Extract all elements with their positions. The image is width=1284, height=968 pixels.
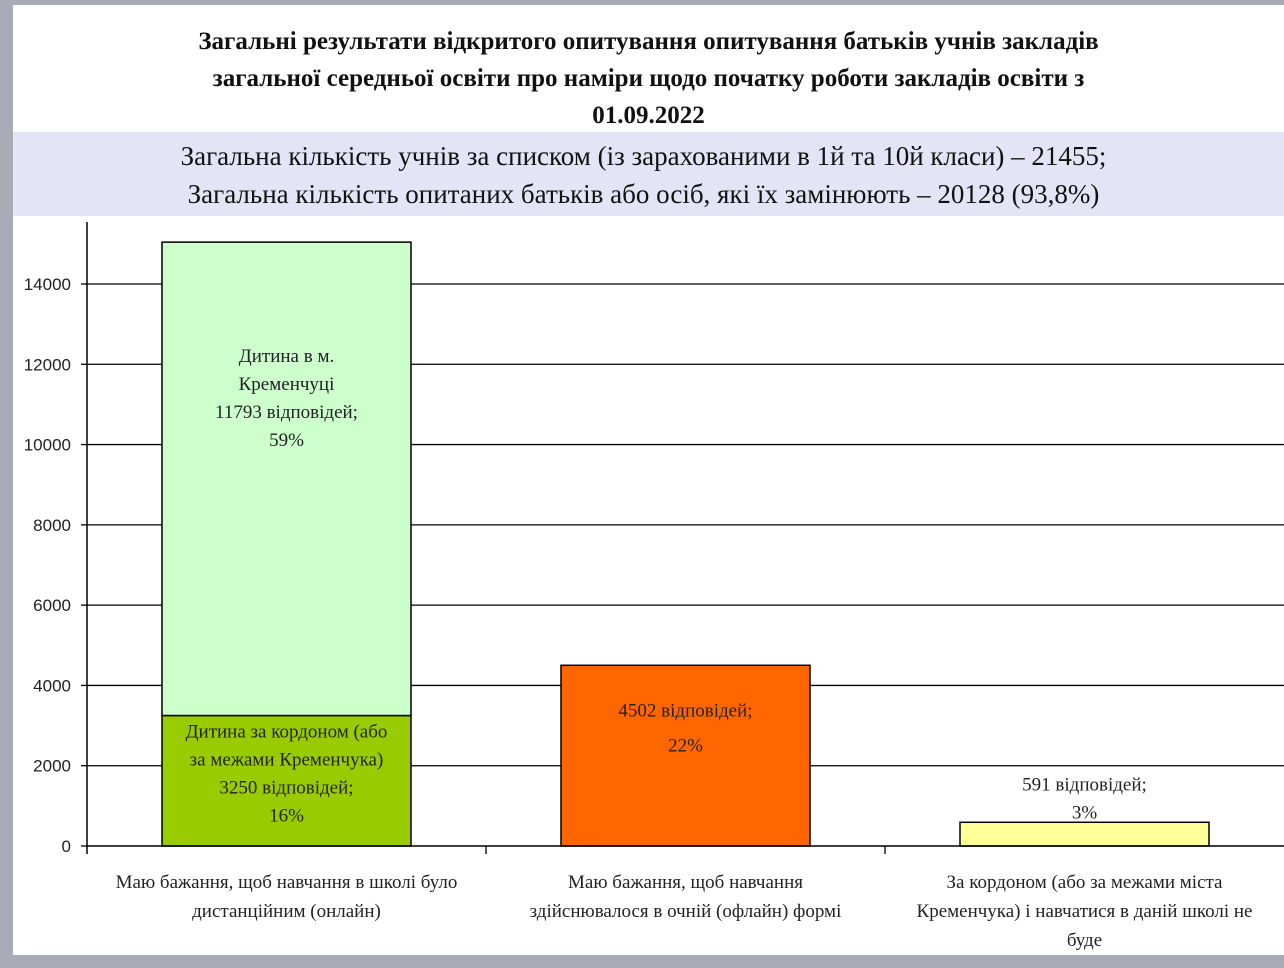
summary-band: Загальна кількість учнів за списком (із …	[13, 132, 1284, 216]
data-label: 3250 відповідей;	[219, 778, 353, 799]
bar-segment	[161, 714, 412, 847]
y-tick-label: 6000	[33, 596, 71, 615]
y-tick-label: 4000	[33, 676, 71, 695]
x-category-label: Маю бажання, щоб навчання в школі було	[116, 872, 458, 893]
y-tick-label: 2000	[33, 757, 71, 776]
bar-segment	[560, 664, 811, 847]
x-category-label: дистанційним (онлайн)	[192, 901, 381, 922]
y-tick-label: 14000	[24, 275, 71, 294]
summary-line: Загальна кількість учнів за списком (із …	[180, 141, 1107, 171]
title-line: 01.09.2022	[592, 102, 705, 129]
y-tick-label: 12000	[24, 355, 71, 374]
x-category-label: За кордоном (або за межами міста	[947, 872, 1224, 893]
data-label: 16%	[269, 806, 304, 827]
data-label: Кременчуці	[239, 374, 335, 395]
data-label: 591 відповідей;	[1022, 774, 1147, 795]
data-label: Дитина за кордоном (або	[186, 722, 388, 743]
summary-line: Загальна кількість опитаних батьків або …	[187, 179, 1100, 209]
x-category-label: буде	[1067, 930, 1102, 951]
bar-segment	[161, 241, 412, 717]
bar-segment	[959, 821, 1210, 847]
y-tick-label: 8000	[33, 516, 71, 535]
x-category-label: здійснювалося в очній (офлайн) формі	[530, 901, 842, 922]
data-label: 4502 відповідей;	[618, 700, 752, 721]
title-line: загальної середньої освіти про наміри що…	[212, 65, 1085, 92]
data-label: 11793 відповідей;	[215, 402, 358, 423]
data-label: 59%	[269, 430, 304, 451]
data-label: 22%	[668, 735, 703, 756]
title-line: Загальні результати відкритого опитуванн…	[198, 28, 1099, 55]
x-category-label: Маю бажання, щоб навчання	[568, 872, 803, 893]
data-label: за межами Кременчука)	[190, 750, 384, 771]
page-title: Загальні результати відкритого опитуванн…	[13, 23, 1284, 134]
data-label: Дитина в м.	[239, 346, 334, 367]
y-tick-label: 0	[62, 837, 71, 856]
x-category-label: Кременчука) і навчатися в даній школі не	[917, 901, 1253, 922]
data-label: 3%	[1072, 802, 1098, 823]
y-tick-label: 10000	[24, 436, 71, 455]
